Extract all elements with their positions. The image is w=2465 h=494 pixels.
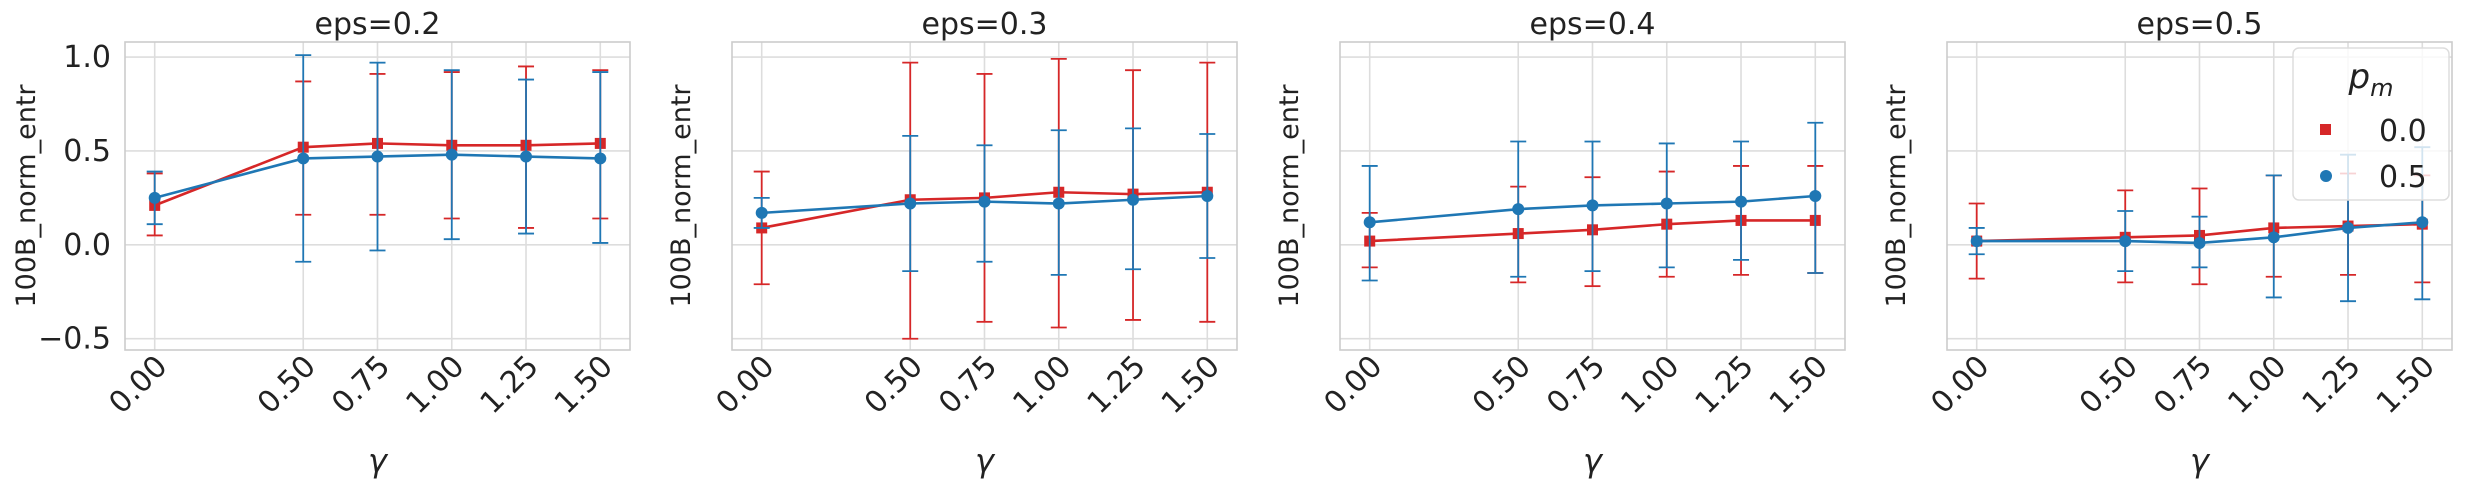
y-axis-label: 100B_norm_entr: [1881, 84, 1912, 308]
series-line: [154, 142, 601, 207]
legend-entry-label: 0.0: [2379, 114, 2427, 149]
data-point: [755, 206, 768, 219]
series-pm-0-5: [1968, 146, 2431, 303]
chart-title: eps=0.4: [1530, 7, 1656, 42]
x-tick-label: 0.75: [325, 349, 397, 421]
y-tick-label: 1.0: [63, 40, 111, 75]
legend-title: pm: [2348, 57, 2394, 102]
data-point: [594, 152, 607, 165]
x-tick-label: 0.75: [2147, 349, 2219, 421]
series-pm-0-5: [146, 54, 609, 263]
chart-panel-1: eps=0.2 −0.5 0.0 0.5 1.0 100B_norm_entr 0.00 0.…: [11, 7, 631, 480]
plot-frame: [731, 41, 1238, 351]
series-line: [154, 153, 601, 200]
data-point: [148, 191, 161, 204]
data-point: [978, 195, 991, 208]
x-tick-label: 1.50: [1763, 349, 1835, 421]
plot-frame: [124, 41, 631, 351]
legend-title-subscript: m: [2370, 74, 2393, 102]
x-tick-label: 0.75: [932, 349, 1004, 421]
data-point: [1512, 203, 1525, 216]
data-point: [1201, 190, 1214, 202]
x-axis-label: γ: [1583, 442, 1604, 480]
legend-title-main: p: [2348, 57, 2371, 97]
y-tick-label: −0.5: [38, 322, 111, 357]
data-point: [2119, 235, 2132, 248]
data-point: [1586, 199, 1599, 212]
data-point: [371, 150, 384, 163]
data-point: [2193, 236, 2206, 249]
y-tick-label: 0.0: [63, 228, 111, 263]
chart-panel-3: eps=0.4 100B_norm_entr 0.00 0.50 0.75 1.00 1.2…: [1274, 7, 1846, 480]
x-tick-label: 0.50: [1466, 349, 1538, 421]
data-point: [520, 150, 533, 163]
x-tick-label: 1.50: [2370, 349, 2442, 421]
x-tick-label: 1.00: [1006, 349, 1078, 421]
series-line: [1369, 194, 1816, 224]
x-tick-label: 1.25: [1689, 349, 1761, 421]
x-tick-label: 1.50: [548, 349, 620, 421]
data-point: [2416, 216, 2429, 229]
legend: pm 0.0 0.5: [2292, 47, 2450, 201]
x-tick-label: 0.50: [858, 349, 930, 421]
x-tick-label: 1.00: [2221, 349, 2293, 421]
series-line: [761, 194, 1208, 215]
chart-title: eps=0.5: [2137, 7, 2263, 42]
x-tick-label: 1.00: [399, 349, 471, 421]
x-tick-label: 0.50: [251, 349, 323, 421]
x-tick-label: 0.00: [1924, 349, 1996, 421]
series-line: [1976, 220, 2423, 245]
chart-title: eps=0.3: [922, 7, 1048, 42]
chart-title: eps=0.2: [315, 7, 441, 42]
x-axis-label: γ: [975, 442, 996, 480]
data-point: [1735, 195, 1748, 208]
data-point: [1363, 216, 1376, 229]
data-point: [1127, 193, 1140, 206]
data-point: [445, 148, 458, 161]
x-tick-label: 0.00: [102, 349, 174, 421]
data-point: [1660, 197, 1673, 210]
x-tick-label: 0.00: [1317, 349, 1389, 421]
plot-frame: [1339, 41, 1846, 351]
series-line: [1369, 219, 1816, 243]
series-pm-0-5: [1361, 121, 1824, 282]
x-tick-label: 1.25: [474, 349, 546, 421]
data-point: [1970, 235, 1983, 248]
data-point: [2342, 221, 2355, 234]
series-pm-0-5: [753, 127, 1216, 276]
plot-frame: [1946, 41, 2453, 351]
data-point: [1052, 197, 1065, 210]
legend-marker: [2320, 170, 2332, 182]
chart-panel-4: eps=0.5 100B_norm_entr 0.00 0.50 0.75 1.00 1.2…: [1881, 7, 2453, 480]
data-point: [904, 197, 917, 210]
x-tick-label: 1.25: [1081, 349, 1153, 421]
data-point: [297, 152, 310, 165]
y-axis-label: 100B_norm_entr: [1274, 84, 1305, 308]
legend-box: [2292, 47, 2450, 201]
legend-entry-label: 0.5: [2379, 160, 2427, 195]
y-axis-label: 100B_norm_entr: [666, 84, 697, 308]
y-tick-label: 0.5: [63, 134, 111, 169]
legend-marker: [2320, 124, 2331, 135]
x-tick-label: 0.00: [709, 349, 781, 421]
x-axis-label: γ: [2190, 442, 2211, 480]
y-axis-label: 100B_norm_entr: [11, 84, 42, 308]
data-point: [1809, 190, 1822, 202]
x-tick-label: 1.50: [1155, 349, 1227, 421]
x-tick-label: 1.25: [2296, 349, 2368, 421]
x-axis-label: γ: [368, 442, 389, 480]
x-tick-label: 0.75: [1540, 349, 1612, 421]
x-tick-label: 0.50: [2073, 349, 2145, 421]
x-tick-label: 1.00: [1614, 349, 1686, 421]
chart-panel-2: eps=0.3 100B_norm_entr 0.00 0.50 0.75 1.00 1.2…: [666, 7, 1238, 480]
data-point: [2267, 231, 2280, 244]
